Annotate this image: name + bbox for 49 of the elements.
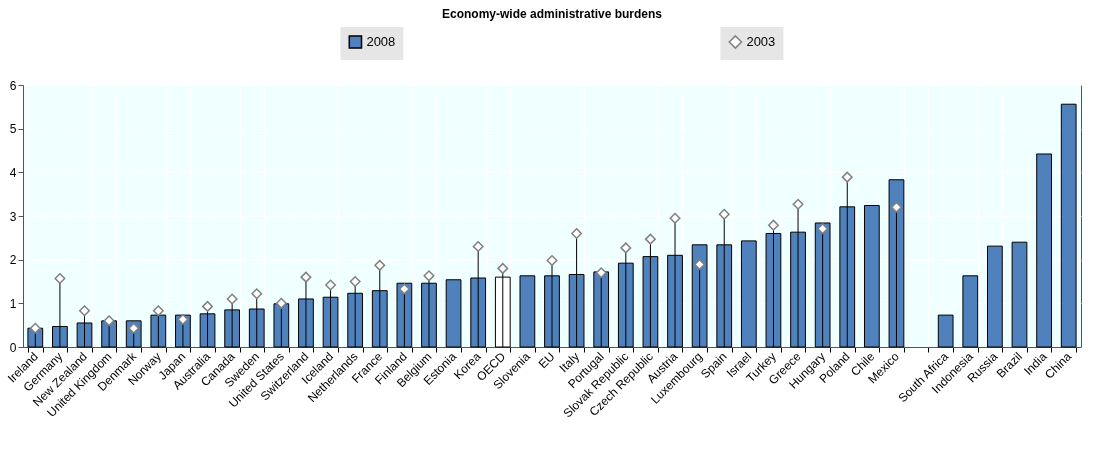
point: [792, 198, 804, 210]
point: [202, 300, 214, 312]
point: [103, 315, 115, 327]
point: [718, 208, 730, 220]
y-tick-label: 1: [9, 296, 17, 311]
point: [349, 276, 361, 287]
point: [497, 262, 509, 274]
bar: [519, 275, 536, 348]
point: [325, 279, 337, 291]
point: [79, 305, 90, 317]
point: [423, 270, 435, 282]
point: [300, 271, 312, 283]
point: [152, 305, 164, 317]
x-tick-label: EU: [535, 349, 558, 372]
point: [472, 241, 484, 253]
legend-label: 2008: [366, 34, 396, 49]
bar: [150, 314, 167, 348]
y-tick-label: 2: [9, 253, 17, 268]
legend-label: 2003: [746, 34, 776, 49]
point: [620, 242, 632, 254]
point: [669, 212, 681, 224]
chart-title: Economy-wide administrative burdens: [441, 7, 663, 21]
y-tick-label: 0: [9, 340, 17, 355]
y-tick-label: 4: [9, 165, 17, 180]
point: [890, 201, 902, 213]
y-tick-label: 5: [9, 122, 17, 137]
point: [374, 259, 386, 271]
point: [275, 297, 287, 309]
y-tick-label: 3: [9, 209, 17, 224]
point: [595, 267, 607, 279]
point: [644, 233, 656, 245]
point: [841, 171, 853, 183]
point: [546, 255, 558, 267]
bar: [593, 271, 610, 348]
y-tick-label: 6: [9, 78, 17, 93]
point: [571, 227, 583, 239]
point: [29, 322, 41, 334]
bar: [765, 232, 782, 348]
point: [817, 223, 829, 235]
point: [767, 219, 779, 231]
bar: [962, 275, 979, 348]
point: [694, 258, 706, 270]
point: [226, 293, 238, 305]
point: [398, 283, 410, 295]
point: [54, 272, 66, 284]
point: [251, 288, 263, 300]
point: [177, 314, 189, 325]
bar: [888, 179, 905, 348]
bar: [273, 303, 290, 348]
